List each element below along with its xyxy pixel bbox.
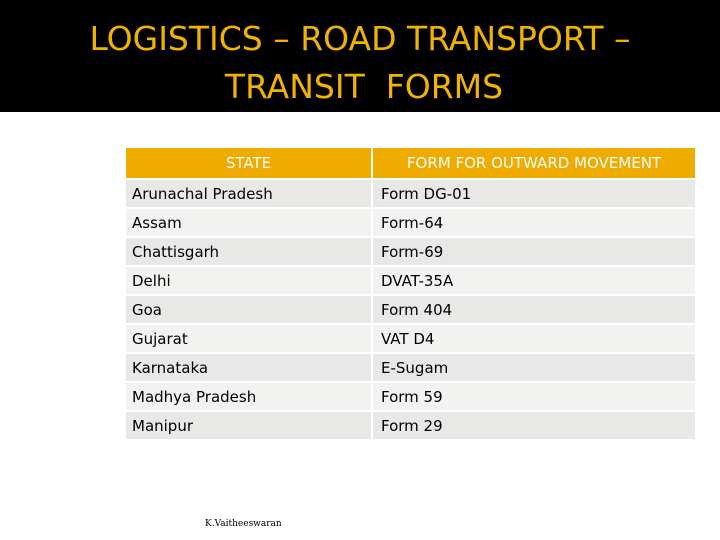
form-cell: Form-64 xyxy=(371,208,695,238)
state-cell: Delhi xyxy=(126,266,372,296)
forms-table: STATE FORM FOR OUTWARD MOVEMENT Arunacha… xyxy=(126,148,695,441)
table-row: Delhi DVAT-35A xyxy=(126,266,695,296)
header-row: STATE FORM FOR OUTWARD MOVEMENT xyxy=(126,148,695,180)
table-row: Assam Form-64 xyxy=(126,208,695,238)
column-header: STATE xyxy=(126,148,372,180)
state-cell: Assam xyxy=(126,208,372,238)
title-line: LOGISTICS – ROAD TRANSPORT – xyxy=(89,19,631,58)
form-cell: E-Sugam xyxy=(371,353,695,383)
state-cell: Karnataka xyxy=(126,353,372,383)
form-cell: Form 404 xyxy=(371,295,695,325)
column-header: FORM FOR OUTWARD MOVEMENT xyxy=(371,148,695,180)
form-cell: VAT D4 xyxy=(371,324,695,354)
state-cell: Gujarat xyxy=(126,324,372,354)
state-cell: Madhya Pradesh xyxy=(126,382,372,412)
table-row: Gujarat VAT D4 xyxy=(126,324,695,354)
table-row: Manipur Form 29 xyxy=(126,411,695,441)
header-band: LOGISTICS – ROAD TRANSPORT – TRANSIT FOR… xyxy=(0,0,720,112)
table-row: Goa Form 404 xyxy=(126,295,695,325)
table-row: Madhya Pradesh Form 59 xyxy=(126,382,695,412)
form-cell: Form 59 xyxy=(371,382,695,412)
state-cell: Chattisgarh xyxy=(126,237,372,267)
form-cell: DVAT-35A xyxy=(371,266,695,296)
table-row: Arunachal Pradesh Form DG-01 xyxy=(126,179,695,209)
form-cell: Form DG-01 xyxy=(371,179,695,209)
table-row: Karnataka E-Sugam xyxy=(126,353,695,383)
title-line: TRANSIT FORMS xyxy=(224,67,504,106)
form-cell: Form-69 xyxy=(371,237,695,267)
state-cell: Manipur xyxy=(126,411,372,441)
table-row: Chattisgarh Form-69 xyxy=(126,237,695,267)
form-cell: Form 29 xyxy=(371,411,695,441)
author: K.Vaitheeswaran xyxy=(205,519,282,529)
state-cell: Arunachal Pradesh xyxy=(126,179,372,209)
state-cell: Goa xyxy=(126,295,372,325)
